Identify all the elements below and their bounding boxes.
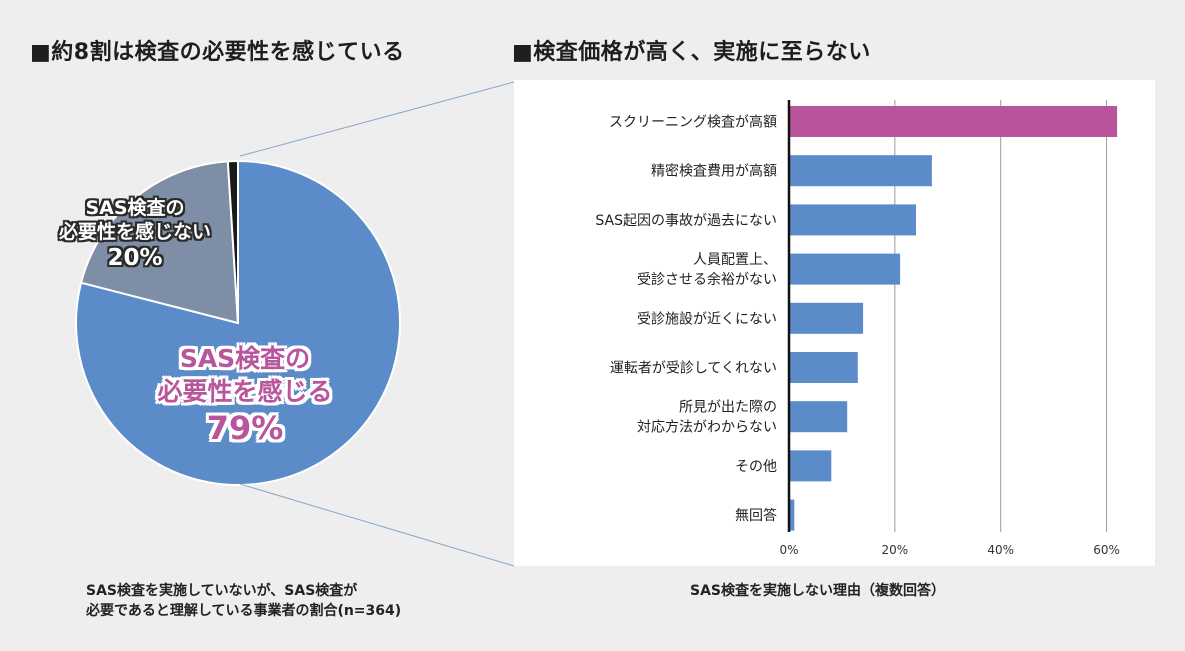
category-label: 精密検査費用が高額 bbox=[651, 163, 777, 180]
bar-highlight bbox=[789, 106, 1118, 137]
connector-bottom bbox=[239, 483, 515, 567]
bar bbox=[789, 204, 916, 236]
pie-label-major: SAS検査の 必要性を感じる 79% bbox=[120, 342, 370, 448]
pie-label-minor-line2: 必要性を感じない bbox=[58, 221, 211, 243]
pie-slice-not-necessary bbox=[79, 160, 240, 325]
bar-chart-panel: 0% 20% 40% 60% スクリーニング検査が高額精密検査費用が高額 SAS起因の事故… bbox=[514, 80, 1155, 566]
category-label: 無回答 bbox=[735, 507, 777, 524]
pie-label-minor-percent: 20% bbox=[107, 245, 163, 271]
pie-group bbox=[75, 159, 401, 486]
category-label: 運転者が受診してくれない bbox=[610, 361, 777, 377]
category-label: 所見が出た際の対応方法がわからない bbox=[637, 400, 777, 436]
x-tick-label: 20% bbox=[882, 543, 909, 557]
bar bbox=[789, 155, 932, 187]
category-label: スクリーニング検査が高額 bbox=[609, 114, 777, 131]
bar bbox=[789, 450, 832, 482]
bar-chart-title: ■検査価格が高く、実施に至らない bbox=[512, 40, 871, 65]
category-label: 受診施設が近くにない bbox=[637, 311, 777, 327]
bar bbox=[789, 352, 858, 383]
pie-label-major-line1: SAS検査の bbox=[179, 344, 311, 373]
category-label: SAS起因の事故が過去にない bbox=[595, 213, 777, 229]
pie-caption-line1: SAS検査を実施していないが、SAS検査が bbox=[86, 583, 358, 599]
bar bbox=[789, 499, 795, 531]
connector-top bbox=[239, 81, 515, 157]
x-tick-label: 60% bbox=[1093, 543, 1120, 557]
pie-label-minor-line1: SAS検査の bbox=[85, 197, 185, 219]
pie-chart-title: ■約8割は検査の必要性を感じている bbox=[30, 40, 405, 65]
pie-label-major-line2: 必要性を感じる bbox=[157, 377, 333, 406]
pie-caption: SAS検査を実施していないが、SAS検査が 必要であると理解している事業者の割合… bbox=[86, 581, 401, 621]
category-label: 人員配置上、受診させる余裕がない bbox=[637, 252, 777, 288]
x-tick-label: 0% bbox=[779, 543, 798, 557]
bar bbox=[789, 302, 864, 334]
pie-caption-line2: 必要であると理解している事業者の割合(n=364) bbox=[86, 603, 402, 619]
pie-label-major-percent: 79% bbox=[206, 409, 284, 447]
category-label: その他 bbox=[735, 459, 777, 475]
bar-caption: SAS検査を実施しない理由（複数回答） bbox=[690, 583, 945, 599]
pie-label-minor: SAS検査の 必要性を感じない 20% bbox=[40, 196, 230, 272]
bar bbox=[789, 401, 848, 433]
pie-slice-no-answer bbox=[226, 159, 239, 324]
bar bbox=[789, 253, 901, 285]
x-tick-label: 40% bbox=[987, 543, 1014, 557]
